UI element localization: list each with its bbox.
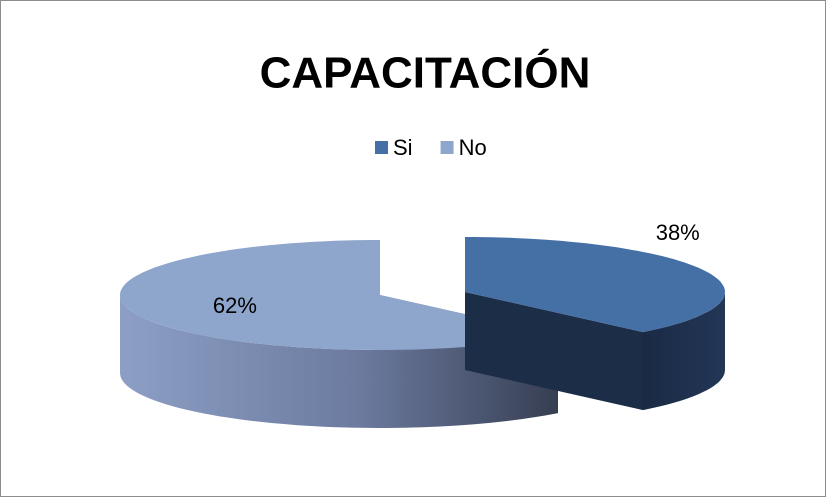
data-label: 38% — [656, 220, 700, 245]
slice-cut-face — [465, 292, 643, 411]
legend-label: No — [459, 135, 487, 160]
legend: Si No — [375, 135, 487, 160]
data-label: 62% — [213, 293, 257, 318]
chart-title: CAPACITACIÓN — [260, 48, 591, 98]
slice-wall — [643, 292, 725, 411]
legend-swatch — [375, 141, 388, 154]
slice-top — [465, 237, 725, 333]
slice-wall — [120, 295, 558, 428]
legend-swatch — [440, 141, 454, 154]
legend-label: Si — [393, 135, 413, 160]
pie-slice — [465, 237, 725, 411]
slice-top — [120, 240, 558, 350]
